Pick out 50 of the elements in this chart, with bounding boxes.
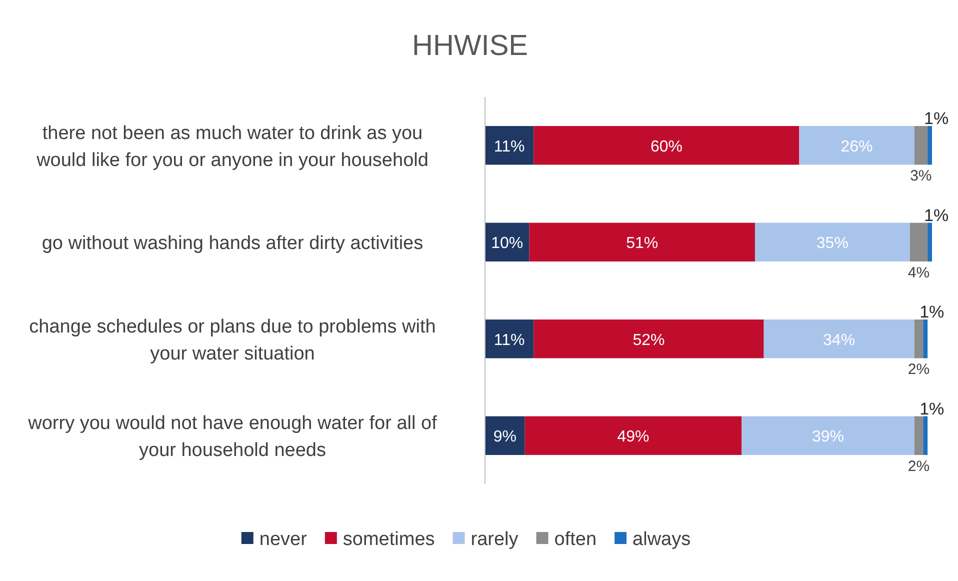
bar	[914, 320, 924, 358]
bar	[923, 320, 928, 358]
bar	[742, 416, 914, 455]
bar	[534, 320, 764, 358]
bar	[914, 416, 924, 455]
data-label: 2%	[908, 458, 930, 475]
bar	[485, 222, 530, 262]
data-label: 1%	[920, 302, 944, 322]
bar	[524, 416, 742, 455]
bar	[928, 126, 932, 165]
data-label: 60%	[650, 138, 682, 156]
data-label: 10%	[491, 235, 524, 252]
bar	[485, 416, 525, 455]
chart-title: HHWISE	[412, 30, 528, 62]
data-label: 26%	[840, 138, 873, 156]
y-tick-label: worry you would not have enough water for all of your household needs	[27, 413, 438, 462]
data-label: 35%	[816, 235, 848, 252]
bar	[923, 416, 928, 455]
bar	[485, 126, 534, 165]
bar	[914, 126, 928, 165]
bar	[529, 222, 755, 262]
data-label: 39%	[812, 428, 844, 446]
legend-label: sometimes	[342, 529, 435, 550]
y-tick-label: go without washing hands after dirty activities	[42, 233, 424, 254]
data-label: 1%	[920, 399, 944, 418]
bar	[910, 222, 928, 262]
data-label: 34%	[823, 332, 856, 349]
data-label: 51%	[626, 235, 658, 252]
legend-label: never	[259, 529, 308, 550]
data-label: 1%	[924, 109, 949, 128]
legend-label: often	[554, 529, 597, 550]
data-label: 52%	[632, 332, 665, 349]
bar	[485, 320, 534, 358]
bar	[754, 222, 910, 262]
data-label: 1%	[924, 206, 949, 225]
data-label: 4%	[908, 264, 930, 282]
bar	[799, 126, 914, 165]
data-label: 11%	[494, 138, 525, 156]
y-tick-label: there not been as much water to drink as you would like for you or anyone in your household	[36, 122, 428, 171]
bar	[928, 222, 932, 262]
legend-label: always	[632, 529, 691, 550]
data-label: 49%	[617, 428, 650, 446]
data-label: 2%	[908, 361, 930, 378]
y-tick-label: change schedules or plans due to problems with your water situation	[29, 316, 436, 364]
data-label: 3%	[910, 168, 932, 185]
bar	[534, 126, 800, 165]
data-label: 9%	[493, 428, 516, 446]
bar	[764, 320, 914, 358]
data-label: 11%	[494, 332, 525, 349]
legend-label: rarely	[470, 529, 519, 550]
